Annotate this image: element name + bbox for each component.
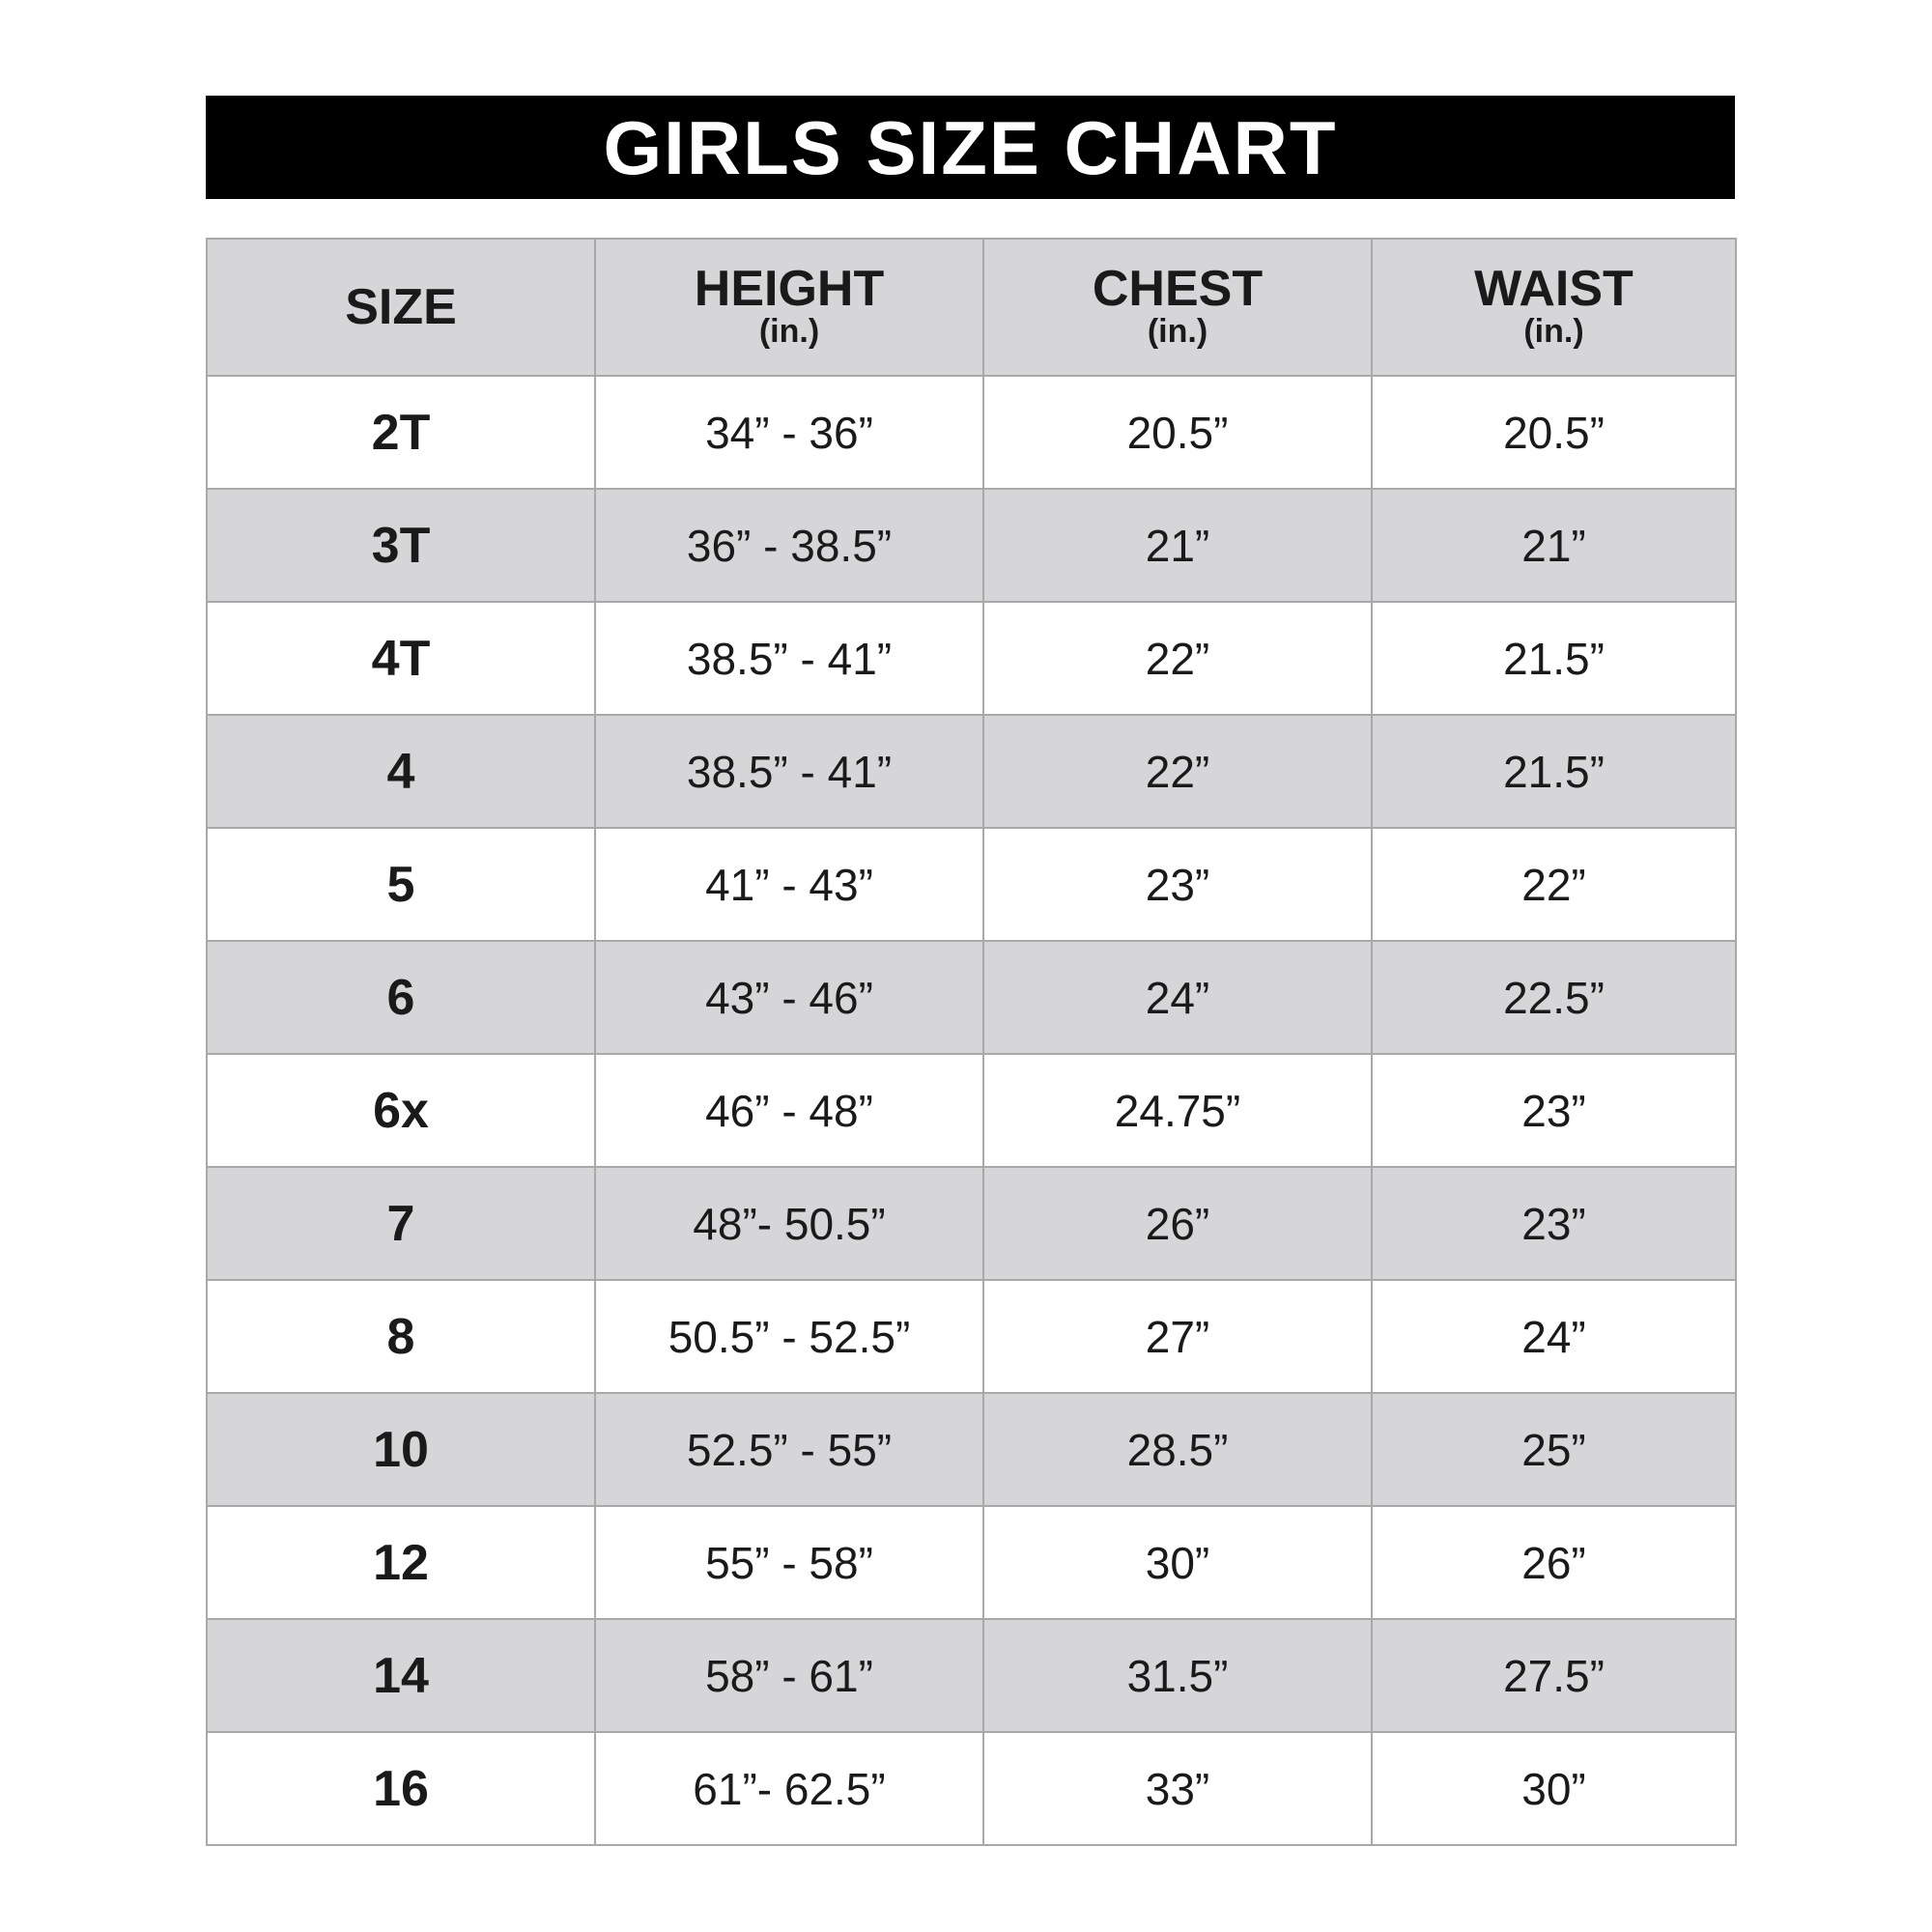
chest-cell: 30” <box>982 1505 1373 1620</box>
height-cell: 58” - 61” <box>594 1618 984 1733</box>
chest-cell: 22” <box>982 714 1373 829</box>
chest-cell: 31.5” <box>982 1618 1373 1733</box>
chest-cell: 21” <box>982 488 1373 603</box>
table-row: 5 41” - 43” 23” 22” <box>206 827 1737 942</box>
height-cell: 43” - 46” <box>594 940 984 1055</box>
size-cell: 16 <box>206 1731 596 1846</box>
height-cell: 34” - 36” <box>594 375 984 490</box>
header-height-label: HEIGHT <box>694 261 885 318</box>
size-cell: 6 <box>206 940 596 1055</box>
height-cell: 36” - 38.5” <box>594 488 984 603</box>
waist-cell: 22” <box>1371 827 1737 942</box>
chest-cell: 20.5” <box>982 375 1373 490</box>
page-title: GIRLS SIZE CHART <box>603 104 1338 190</box>
table-row: 16 61”- 62.5” 33” 30” <box>206 1731 1737 1846</box>
size-cell: 6x <box>206 1053 596 1168</box>
chest-cell: 28.5” <box>982 1392 1373 1507</box>
header-chest: CHEST (in.) <box>982 238 1373 377</box>
header-chest-unit: (in.) <box>1147 313 1208 351</box>
header-waist: WAIST (in.) <box>1371 238 1737 377</box>
waist-cell: 22.5” <box>1371 940 1737 1055</box>
header-waist-unit: (in.) <box>1523 313 1584 351</box>
table-row: 10 52.5” - 55” 28.5” 25” <box>206 1392 1737 1507</box>
table-row: 3T 36” - 38.5” 21” 21” <box>206 488 1737 603</box>
header-size: SIZE <box>206 238 596 377</box>
waist-cell: 21” <box>1371 488 1737 603</box>
header-height-unit: (in.) <box>758 313 820 351</box>
chest-cell: 24” <box>982 940 1373 1055</box>
waist-cell: 30” <box>1371 1731 1737 1846</box>
table-row: 4 38.5” - 41” 22” 21.5” <box>206 714 1737 829</box>
header-height: HEIGHT (in.) <box>594 238 984 377</box>
waist-cell: 27.5” <box>1371 1618 1737 1733</box>
waist-cell: 21.5” <box>1371 714 1737 829</box>
table-row: 6 43” - 46” 24” 22.5” <box>206 940 1737 1055</box>
waist-cell: 21.5” <box>1371 601 1737 716</box>
size-cell: 3T <box>206 488 596 603</box>
header-waist-label: WAIST <box>1474 261 1634 318</box>
size-cell: 2T <box>206 375 596 490</box>
waist-cell: 25” <box>1371 1392 1737 1507</box>
header-size-label: SIZE <box>345 279 457 335</box>
waist-cell: 26” <box>1371 1505 1737 1620</box>
table-row: 4T 38.5” - 41” 22” 21.5” <box>206 601 1737 716</box>
height-cell: 48”- 50.5” <box>594 1166 984 1281</box>
chest-cell: 23” <box>982 827 1373 942</box>
chest-cell: 22” <box>982 601 1373 716</box>
height-cell: 41” - 43” <box>594 827 984 942</box>
header-row: SIZE HEIGHT (in.) CHEST (in.) WAIST (in.… <box>206 238 1737 377</box>
height-cell: 52.5” - 55” <box>594 1392 984 1507</box>
height-cell: 61”- 62.5” <box>594 1731 984 1846</box>
table-row: 6x 46” - 48” 24.75” 23” <box>206 1053 1737 1168</box>
waist-cell: 24” <box>1371 1279 1737 1394</box>
waist-cell: 23” <box>1371 1166 1737 1281</box>
size-cell: 4 <box>206 714 596 829</box>
table-row: 2T 34” - 36” 20.5” 20.5” <box>206 375 1737 490</box>
height-cell: 38.5” - 41” <box>594 714 984 829</box>
height-cell: 55” - 58” <box>594 1505 984 1620</box>
size-cell: 10 <box>206 1392 596 1507</box>
size-cell: 8 <box>206 1279 596 1394</box>
table-row: 7 48”- 50.5” 26” 23” <box>206 1166 1737 1281</box>
chest-cell: 24.75” <box>982 1053 1373 1168</box>
chest-cell: 33” <box>982 1731 1373 1846</box>
size-cell: 12 <box>206 1505 596 1620</box>
chest-cell: 26” <box>982 1166 1373 1281</box>
table-row: 12 55” - 58” 30” 26” <box>206 1505 1737 1620</box>
header-chest-label: CHEST <box>1092 261 1264 318</box>
size-cell: 5 <box>206 827 596 942</box>
waist-cell: 20.5” <box>1371 375 1737 490</box>
table-row: 14 58” - 61” 31.5” 27.5” <box>206 1618 1737 1733</box>
size-chart-table: SIZE HEIGHT (in.) CHEST (in.) WAIST (in.… <box>206 238 1737 1846</box>
waist-cell: 23” <box>1371 1053 1737 1168</box>
height-cell: 46” - 48” <box>594 1053 984 1168</box>
height-cell: 50.5” - 52.5” <box>594 1279 984 1394</box>
table-row: 8 50.5” - 52.5” 27” 24” <box>206 1279 1737 1394</box>
height-cell: 38.5” - 41” <box>594 601 984 716</box>
title-bar: GIRLS SIZE CHART <box>206 96 1735 199</box>
size-cell: 4T <box>206 601 596 716</box>
size-cell: 14 <box>206 1618 596 1733</box>
size-cell: 7 <box>206 1166 596 1281</box>
chest-cell: 27” <box>982 1279 1373 1394</box>
